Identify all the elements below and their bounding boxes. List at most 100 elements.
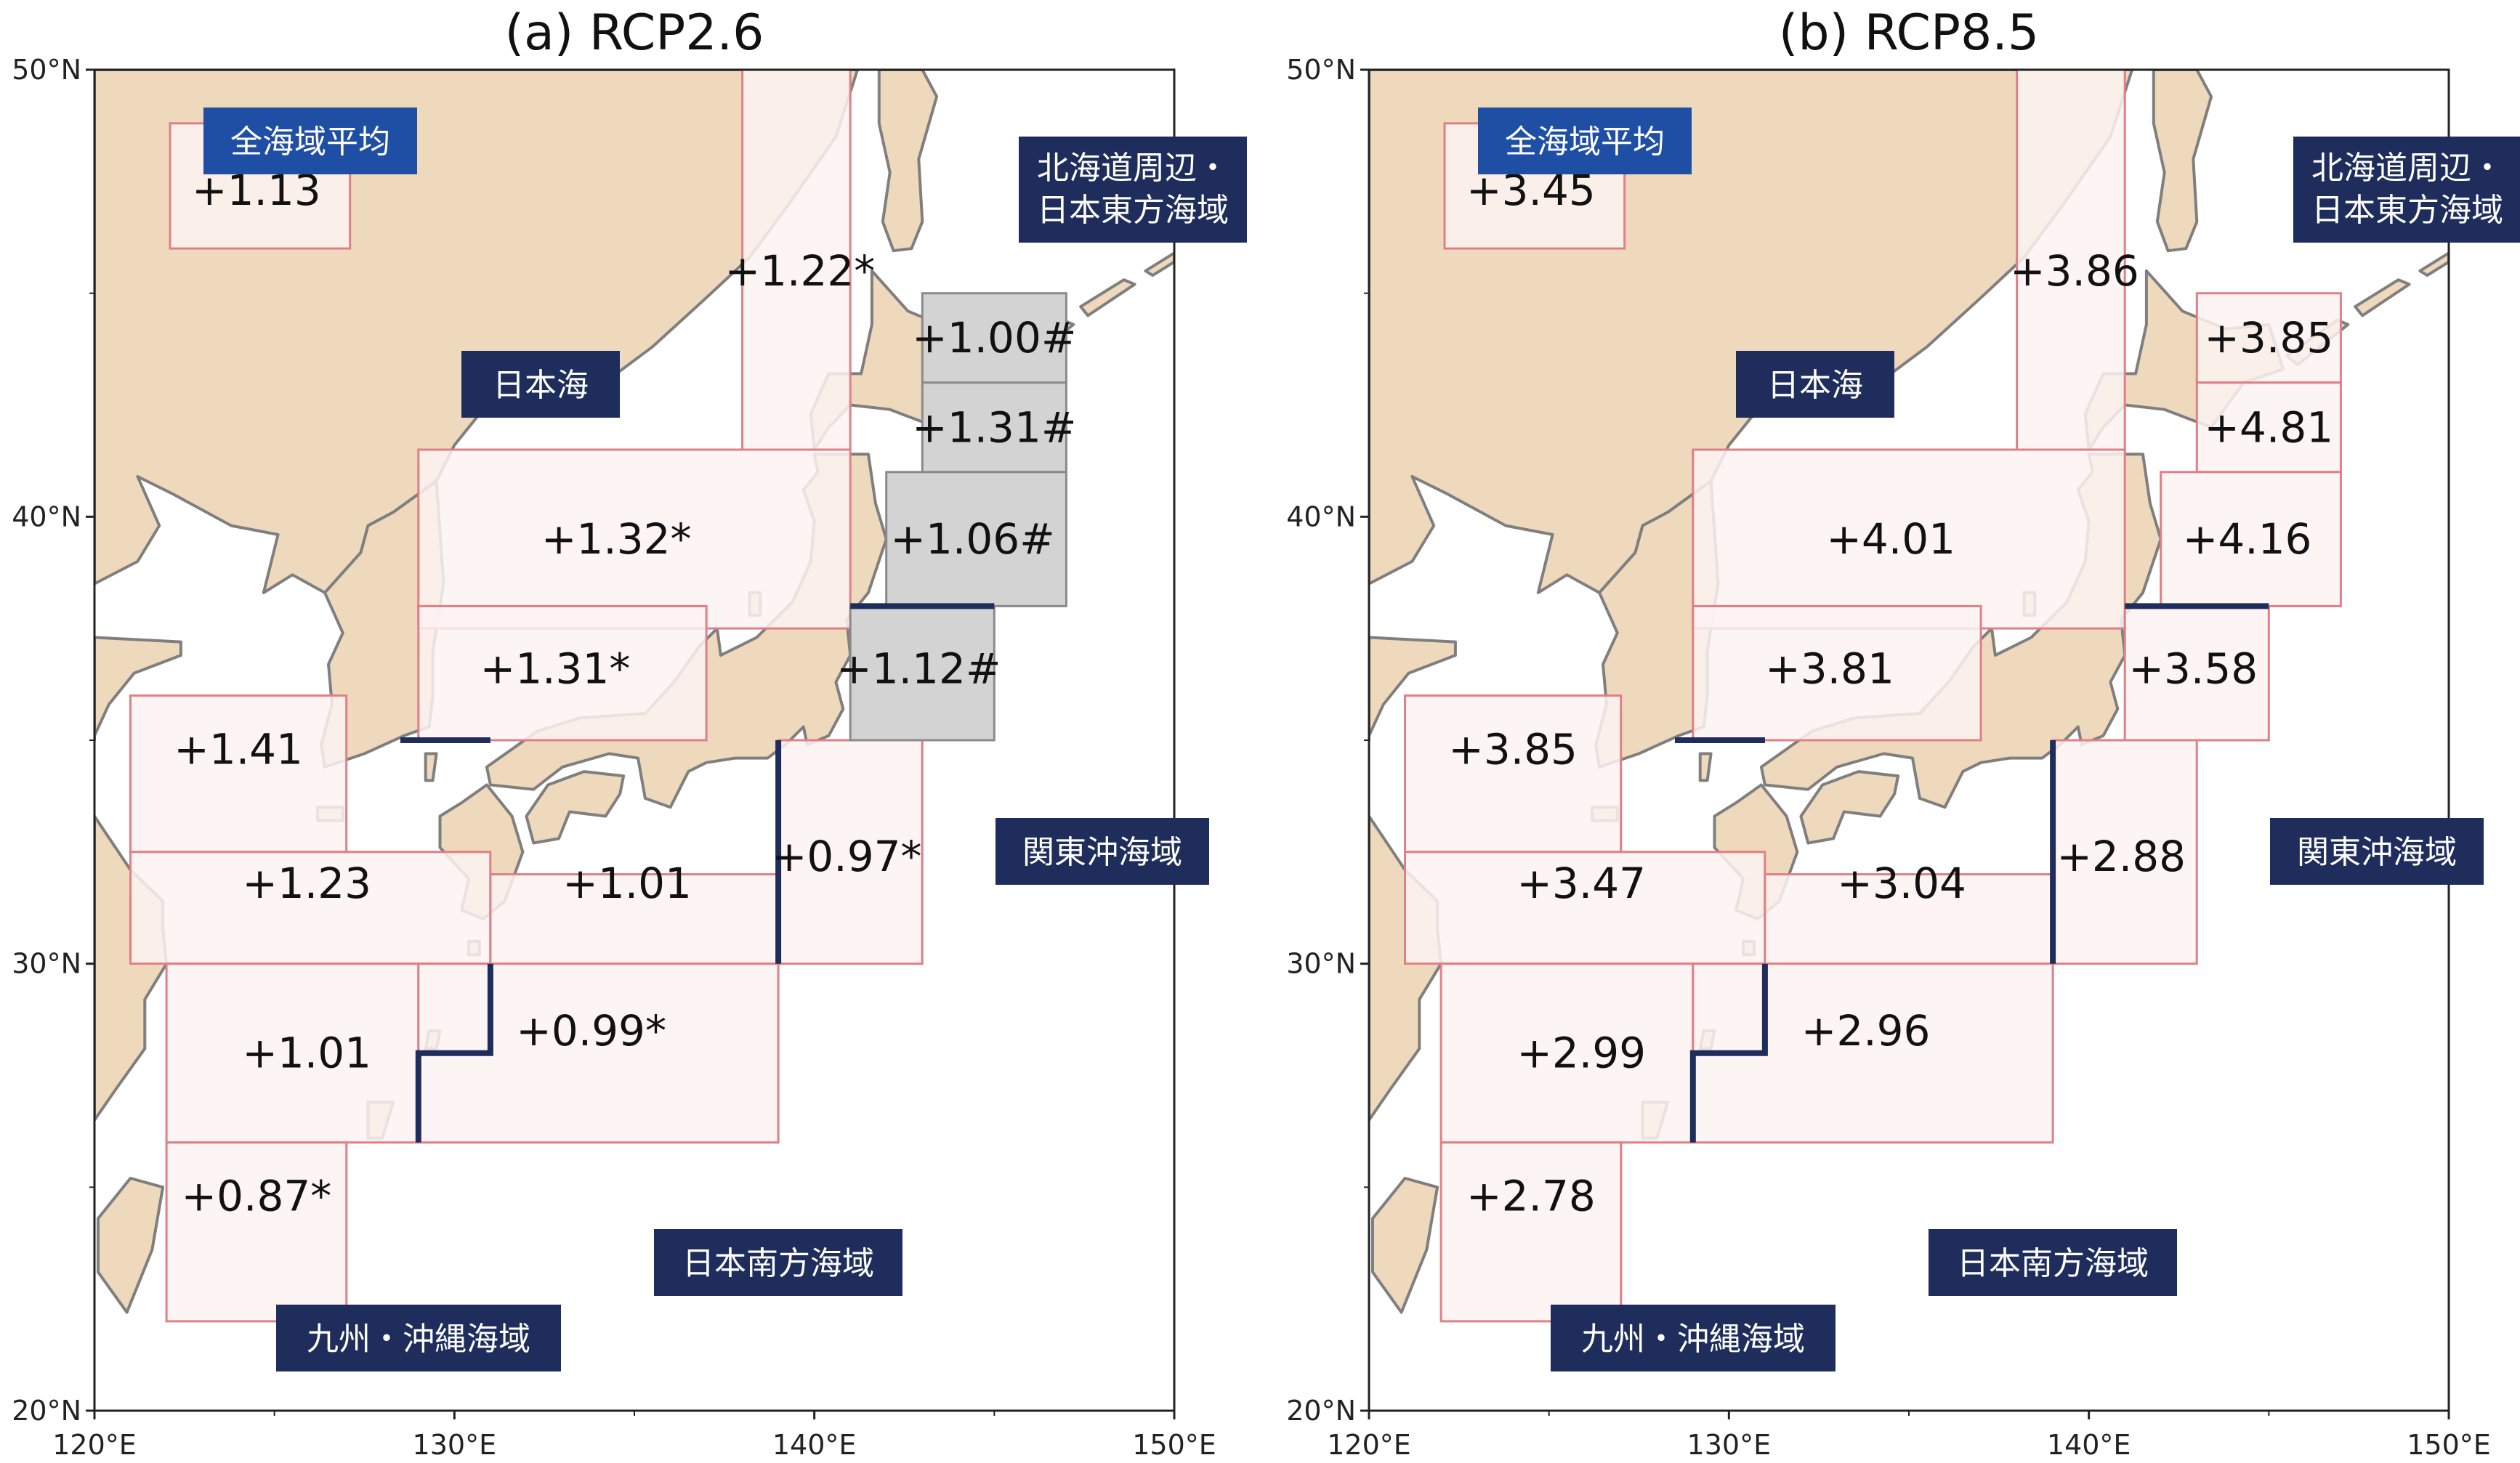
- landmass-china-east: [94, 636, 182, 742]
- region-box-tohoku: [885, 471, 1067, 607]
- value-south: +2.96: [1801, 1006, 1931, 1055]
- region-label-hokkaido-east-line1: 北海道周辺・: [1037, 150, 1229, 187]
- region-label-kyushu-okinawa: 九州・沖縄海域: [1581, 1321, 1805, 1358]
- longitude-tick-label: 120°E: [1327, 1429, 1411, 1461]
- longitude-tick-label: 140°E: [2047, 1429, 2131, 1461]
- landmass-sakhalin: [2152, 70, 2213, 253]
- region-box-hokkaido-n: [921, 292, 1067, 384]
- value-south-ryukyu: +2.78: [1466, 1172, 1596, 1221]
- region-box-jsea-south: [1692, 604, 1982, 742]
- region-label-japan-sea-box: [1736, 351, 1894, 418]
- value-hokkaido-e: +1.31#: [912, 402, 1076, 452]
- latitude-tick-label: 20°N: [1286, 1395, 1356, 1427]
- region-label-south-japan: 日本南方海域: [682, 1245, 874, 1282]
- landmass-sakhalin: [877, 70, 939, 253]
- region-label-japan-sea: 日本海: [1767, 367, 1863, 404]
- region-label-south-japan-box: [1929, 1229, 2177, 1296]
- landmass-tsushima: [1698, 752, 1713, 782]
- value-hokkaido-n: +3.85: [2204, 313, 2333, 362]
- region-box-east-china: [1404, 851, 1766, 965]
- landmass-taiwan: [97, 1177, 165, 1314]
- map-panel-a: +1.13+1.22*+1.32*+1.31*+1.41+1.23 +1.01+0…: [12, 4, 1247, 1461]
- region-box-south-ryukyu: [1439, 1141, 1623, 1323]
- region-label-south-japan-box: [654, 1229, 902, 1296]
- region-label-kanto-box: [2270, 818, 2484, 885]
- landmass-tsushima: [424, 752, 438, 782]
- landmass-kurils3: [1144, 251, 1174, 277]
- longitude-tick-label: 140°E: [772, 1429, 857, 1461]
- region-box-south-ryukyu: [165, 1141, 348, 1323]
- landmass-kurils2: [2354, 278, 2411, 317]
- landmass-china-east: [1369, 636, 1457, 742]
- value-jsea-south: +3.81: [1765, 644, 1894, 694]
- region-box-jsea-central: [1692, 448, 2126, 630]
- value-tohoku: +1.06#: [890, 514, 1054, 564]
- value-tohoku: +4.16: [2183, 514, 2312, 564]
- latitude-tick-label: 40°N: [12, 500, 81, 532]
- region-box-ryukyu: [165, 962, 420, 1144]
- value-kanto-box: +3.58: [2128, 644, 2258, 694]
- region-box-tsushima: [1404, 694, 1623, 854]
- region-label-all-sea-box: [203, 108, 417, 174]
- region-label-japan-sea: 日本海: [493, 367, 589, 404]
- panel-title: (a) RCP2.6: [505, 4, 764, 62]
- value-tsushima: +1.41: [174, 724, 303, 774]
- value-jsea-north: +1.22*: [725, 246, 876, 296]
- map-panel-b: +3.45+3.86+4.01+3.81+3.85+3.47 +3.04+2.88…: [1286, 4, 2520, 1461]
- region-label-kyushu-okinawa-box: [1551, 1305, 1836, 1371]
- value-jsea-central: +4.01: [1826, 514, 1955, 564]
- landmass-shikoku: [525, 770, 626, 845]
- value-east-china: +3.47: [1517, 859, 1646, 908]
- value-south-ryukyu: +0.87*: [182, 1172, 332, 1221]
- region-label-all-sea: 全海域平均: [1505, 123, 1665, 161]
- latitude-tick-label: 20°N: [12, 1395, 81, 1427]
- value-east-china: +1.23: [242, 859, 371, 908]
- value-jsea-north: +3.86: [2010, 246, 2139, 296]
- longitude-tick-label: 150°E: [2407, 1429, 2491, 1461]
- region-label-kanto-box: [996, 818, 1209, 885]
- value-kanto-south: +2.88: [2056, 832, 2186, 881]
- region-box-tohoku: [2160, 471, 2342, 607]
- panel-title: (b) RCP8.5: [1779, 4, 2039, 62]
- value-hokkaido-n: +1.00#: [912, 313, 1076, 362]
- region-label-south-japan: 日本南方海域: [1957, 1245, 2149, 1282]
- longitude-tick-label: 130°E: [1687, 1429, 1772, 1461]
- region-box-jsea-central: [417, 448, 852, 630]
- region-box-jsea-north: [741, 68, 852, 451]
- value-shikoku: +3.04: [1837, 859, 1966, 908]
- landmass-kurils3: [2418, 251, 2449, 277]
- region-label-all-sea: 全海域平均: [230, 123, 390, 161]
- region-label-hokkaido-east-line2: 日本東方海域: [2311, 192, 2503, 229]
- value-kanto-south: +0.97*: [772, 832, 922, 881]
- latitude-tick-label: 50°N: [12, 54, 81, 86]
- value-kanto-box: +1.12#: [836, 644, 1001, 694]
- region-box-kanto-box: [2123, 604, 2270, 742]
- landmass-shikoku: [1799, 770, 1900, 845]
- longitude-tick-label: 130°E: [413, 1429, 497, 1461]
- sea-area-boundary-line: [1689, 963, 1768, 1143]
- longitude-tick-label: 120°E: [52, 1429, 137, 1461]
- region-label-hokkaido-east-box: [1019, 137, 1247, 243]
- region-label-kyushu-okinawa-box: [276, 1305, 561, 1371]
- value-jsea-south: +1.31*: [480, 644, 631, 694]
- region-label-kanto: 関東沖海域: [2297, 834, 2457, 871]
- region-box-hokkaido-e: [921, 381, 1067, 474]
- value-shikoku: +1.01: [562, 859, 692, 908]
- latitude-tick-label: 50°N: [1286, 54, 1356, 86]
- latitude-tick-label: 40°N: [1286, 500, 1356, 532]
- longitude-tick-label: 150°E: [1132, 1429, 1216, 1461]
- region-box-east-china: [129, 851, 492, 965]
- value-ryukyu: +2.99: [1517, 1029, 1646, 1078]
- region-box-shikoku: [489, 873, 780, 965]
- value-hokkaido-e: +4.81: [2204, 402, 2333, 452]
- landmass-kurils2: [1079, 278, 1136, 317]
- region-box-ryukyu: [1439, 962, 1695, 1144]
- value-ryukyu: +1.01: [242, 1029, 371, 1078]
- region-box-hokkaido-e: [2195, 381, 2342, 474]
- latitude-tick-label: 30°N: [1286, 948, 1356, 980]
- region-label-kyushu-okinawa: 九州・沖縄海域: [307, 1321, 530, 1358]
- region-box-hokkaido-n: [2195, 292, 2342, 384]
- region-box-jsea-north: [2016, 68, 2126, 451]
- sea-area-boundary-line: [415, 963, 493, 1143]
